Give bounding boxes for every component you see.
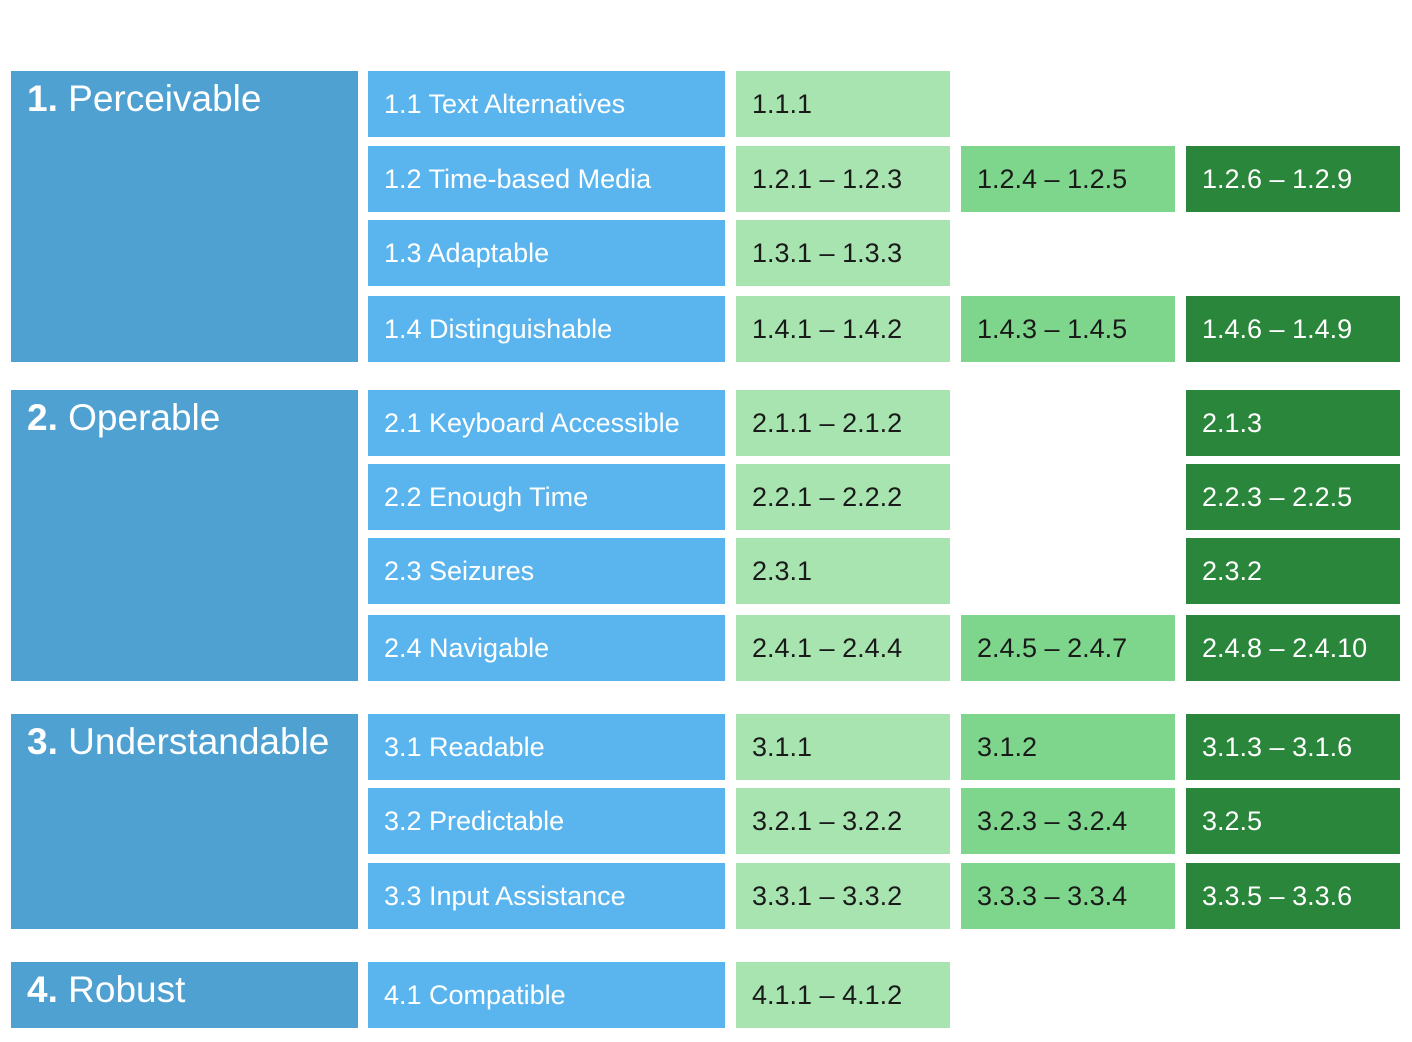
success-criteria-2-2-level-3: 2.2.3 – 2.2.5 <box>1186 464 1400 530</box>
principle-1: 1. Perceivable <box>11 71 358 362</box>
success-criteria-3-3-level-2: 3.3.3 – 3.3.4 <box>961 863 1175 929</box>
principle-title: Robust <box>68 969 186 1010</box>
success-criteria-3-1-level-3: 3.1.3 – 3.1.6 <box>1186 714 1400 780</box>
guideline-2-1: 2.1 Keyboard Accessible <box>368 390 725 456</box>
success-criteria-2-3-level-3: 2.3.2 <box>1186 538 1400 604</box>
success-criteria-2-1-level-3: 2.1.3 <box>1186 390 1400 456</box>
principle-3: 3. Understandable <box>11 714 358 929</box>
success-criteria-3-1-level-1: 3.1.1 <box>736 714 950 780</box>
success-criteria-1-4-level-3: 1.4.6 – 1.4.9 <box>1186 296 1400 362</box>
success-criteria-3-3-level-3: 3.3.5 – 3.3.6 <box>1186 863 1400 929</box>
success-criteria-2-1-level-1: 2.1.1 – 2.1.2 <box>736 390 950 456</box>
principle-number: 3. <box>27 721 58 762</box>
guideline-2-4: 2.4 Navigable <box>368 615 725 681</box>
guideline-3-2: 3.2 Predictable <box>368 788 725 854</box>
success-criteria-2-4-level-2: 2.4.5 – 2.4.7 <box>961 615 1175 681</box>
guideline-1-2: 1.2 Time-based Media <box>368 146 725 212</box>
guideline-1-3: 1.3 Adaptable <box>368 220 725 286</box>
success-criteria-3-3-level-1: 3.3.1 – 3.3.2 <box>736 863 950 929</box>
principle-2: 2. Operable <box>11 390 358 681</box>
success-criteria-1-2-level-2: 1.2.4 – 1.2.5 <box>961 146 1175 212</box>
success-criteria-1-2-level-3: 1.2.6 – 1.2.9 <box>1186 146 1400 212</box>
guideline-3-3: 3.3 Input Assistance <box>368 863 725 929</box>
guideline-3-1: 3.1 Readable <box>368 714 725 780</box>
principle-number: 1. <box>27 78 58 119</box>
success-criteria-1-1-level-1: 1.1.1 <box>736 71 950 137</box>
success-criteria-1-4-level-1: 1.4.1 – 1.4.2 <box>736 296 950 362</box>
success-criteria-1-4-level-2: 1.4.3 – 1.4.5 <box>961 296 1175 362</box>
success-criteria-2-2-level-1: 2.2.1 – 2.2.2 <box>736 464 950 530</box>
guideline-2-3: 2.3 Seizures <box>368 538 725 604</box>
guideline-1-4: 1.4 Distinguishable <box>368 296 725 362</box>
principle-number: 4. <box>27 969 58 1010</box>
guideline-4-1: 4.1 Compatible <box>368 962 725 1028</box>
success-criteria-4-1-level-1: 4.1.1 – 4.1.2 <box>736 962 950 1028</box>
principle-title: Operable <box>68 397 221 438</box>
success-criteria-3-1-level-2: 3.1.2 <box>961 714 1175 780</box>
principle-number: 2. <box>27 397 58 438</box>
success-criteria-1-3-level-1: 1.3.1 – 1.3.3 <box>736 220 950 286</box>
success-criteria-2-4-level-1: 2.4.1 – 2.4.4 <box>736 615 950 681</box>
success-criteria-1-2-level-1: 1.2.1 – 1.2.3 <box>736 146 950 212</box>
success-criteria-3-2-level-2: 3.2.3 – 3.2.4 <box>961 788 1175 854</box>
success-criteria-2-4-level-3: 2.4.8 – 2.4.10 <box>1186 615 1400 681</box>
principle-title: Understandable <box>68 721 330 762</box>
success-criteria-3-2-level-1: 3.2.1 – 3.2.2 <box>736 788 950 854</box>
principle-title: Perceivable <box>68 78 262 119</box>
success-criteria-2-3-level-1: 2.3.1 <box>736 538 950 604</box>
success-criteria-3-2-level-3: 3.2.5 <box>1186 788 1400 854</box>
guideline-2-2: 2.2 Enough Time <box>368 464 725 530</box>
principle-4: 4. Robust <box>11 962 358 1028</box>
guideline-1-1: 1.1 Text Alternatives <box>368 71 725 137</box>
